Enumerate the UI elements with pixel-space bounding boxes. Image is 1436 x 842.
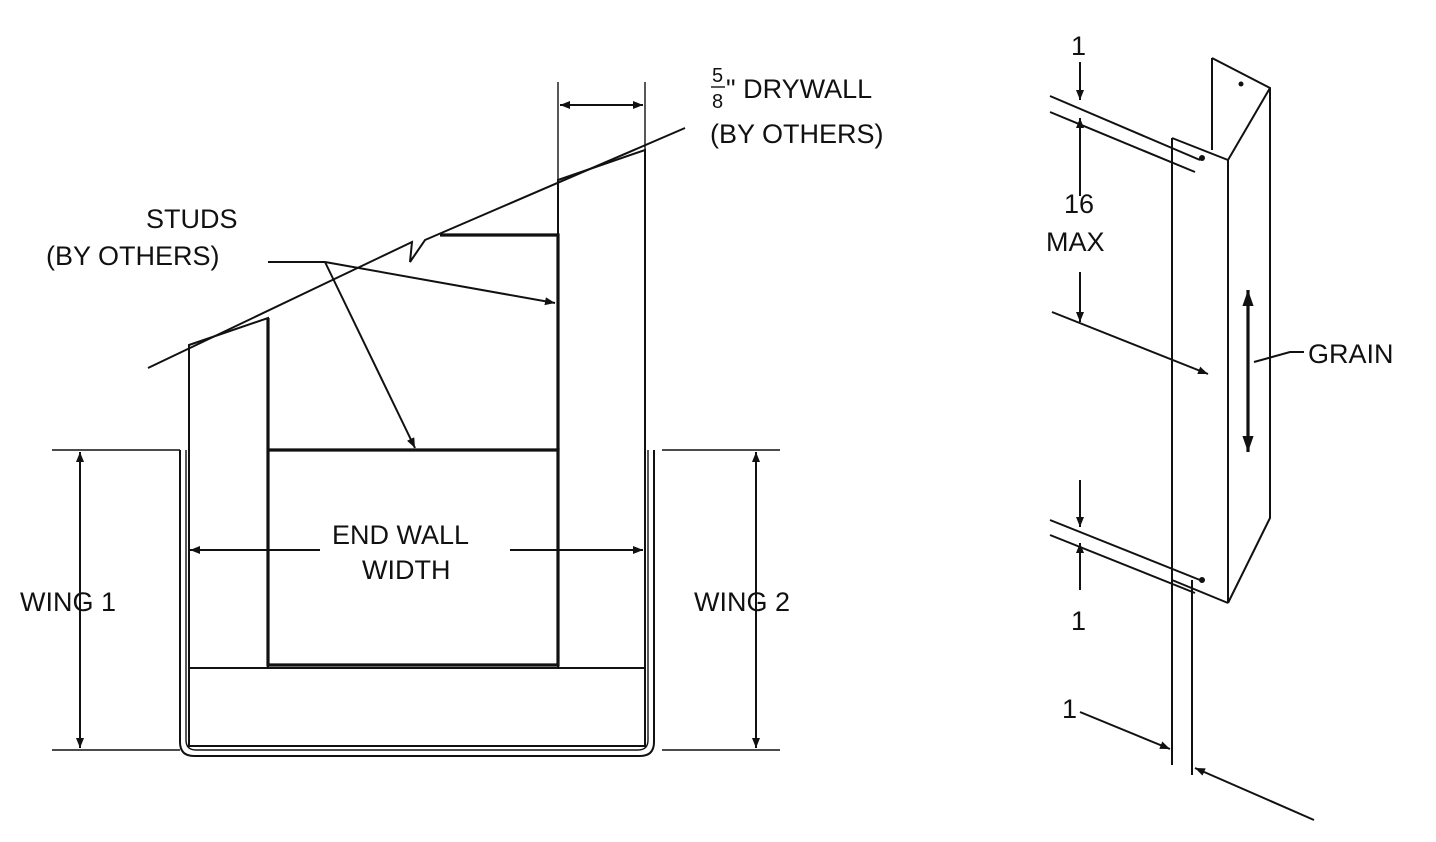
- corner-guard-isometric: [1049, 57, 1315, 821]
- end-wall-width-label: WIDTH: [362, 555, 450, 585]
- drywall-left-leg: [188, 316, 269, 669]
- studs-by-others-label: (BY OTHERS): [46, 241, 220, 271]
- grain-label: GRAIN: [1308, 339, 1394, 369]
- thickness-label: 1: [1062, 694, 1077, 724]
- top-spacing-label: 1: [1071, 31, 1086, 61]
- drywall-right-leg: [557, 148, 646, 669]
- corner-guard-channel: [179, 450, 655, 757]
- max-spacing-value: 16: [1064, 189, 1094, 219]
- drywall-fraction-denominator: 8: [712, 91, 723, 113]
- guard-front-face: [1171, 137, 1229, 775]
- drywall-fraction-numerator: 5: [712, 65, 723, 87]
- guard-back-wing: [1211, 57, 1271, 604]
- stud-upper-outline: [440, 233, 560, 450]
- wall-plan-detail: [52, 82, 780, 757]
- stud-main-outline: [266, 318, 560, 667]
- end-wall-label: END WALL: [332, 520, 469, 550]
- bottom-spacing-label: 1: [1071, 606, 1086, 636]
- studs-label: STUDS: [146, 204, 238, 234]
- drywall-label: " DRYWALL: [726, 74, 872, 104]
- drywall-by-others-label: (BY OTHERS): [710, 119, 884, 149]
- wing-2-label: WING 2: [694, 587, 790, 617]
- wing-1-label: WING 1: [20, 587, 116, 617]
- grain-leader: [1253, 351, 1304, 363]
- max-spacing-label: MAX: [1046, 227, 1105, 257]
- break-line: [147, 127, 686, 369]
- drywall-bottom: [188, 667, 646, 747]
